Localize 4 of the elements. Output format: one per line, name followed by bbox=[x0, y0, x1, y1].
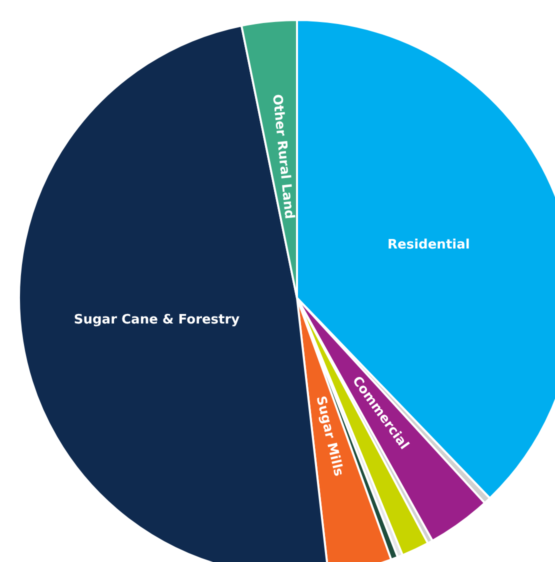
slice-label: Sugar Cane & Forestry bbox=[74, 312, 240, 328]
slice-label: Other Rural Land bbox=[269, 94, 296, 220]
slice-label: Residential bbox=[388, 237, 470, 252]
slice-label: Sugar Mills bbox=[312, 394, 346, 478]
